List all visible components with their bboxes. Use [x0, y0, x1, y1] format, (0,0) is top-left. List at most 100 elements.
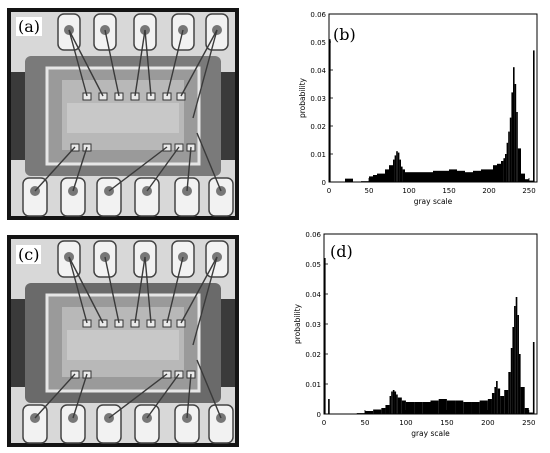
histogram-bar [417, 172, 425, 182]
histogram-bar [501, 161, 504, 182]
bond-wire [108, 146, 168, 192]
bond-wire [68, 29, 104, 97]
y-tick-label: 0.03 [310, 95, 326, 103]
histogram-bar [489, 169, 493, 182]
histogram-bar [516, 112, 518, 182]
histogram-bar [491, 393, 495, 414]
histogram-bar [514, 306, 516, 414]
y-tick-label: 0.03 [305, 321, 321, 329]
bottom-pin [96, 177, 122, 217]
y-axis-label: probability [293, 303, 302, 344]
histogram-bar [471, 402, 480, 414]
die-pad [98, 319, 108, 328]
bond-wire [134, 256, 146, 324]
bottom-pin [60, 404, 86, 444]
chip-image-c [7, 235, 239, 447]
histogram-bar [508, 372, 511, 414]
histogram-bar [397, 397, 402, 414]
x-tick-label: 200 [482, 187, 495, 195]
histogram-bar [457, 170, 465, 182]
histogram-bar [455, 400, 464, 414]
bond-wire [34, 146, 76, 192]
histogram-bar [532, 342, 535, 414]
x-tick-label: 50 [365, 187, 374, 195]
histogram-bar [369, 176, 373, 182]
histogram-bar [473, 170, 481, 182]
bond-wire [34, 373, 76, 419]
histogram-bar [381, 173, 385, 182]
histogram-d: 0 0.01 0.02 0.03 0.04 0.05 0.06 0 50 100 150 200 250… [293, 231, 538, 438]
histogram-bar [422, 402, 431, 414]
histogram-bar [517, 148, 521, 182]
histogram-bar [394, 391, 397, 414]
histogram-bar [465, 172, 473, 182]
histogram-bar [533, 50, 535, 183]
x-tick-label: 200 [481, 419, 494, 427]
histogram-bar [381, 408, 386, 414]
x-axis-label: gray scale [414, 197, 453, 206]
histogram-bar [399, 159, 401, 182]
histogram-bar [481, 169, 489, 182]
y-tick-label: 0 [317, 411, 321, 419]
histogram-bar [385, 405, 390, 414]
histogram-bar [503, 158, 505, 182]
y-tick-label: 0.05 [305, 261, 321, 269]
x-tick-label: 100 [402, 187, 415, 195]
histogram-bar [479, 400, 488, 414]
histogram-bar [425, 172, 433, 182]
histogram-bar [430, 400, 439, 414]
x-tick-label: 100 [399, 419, 412, 427]
die-pad [82, 92, 92, 101]
die-core [67, 330, 179, 360]
bond-wire [72, 373, 88, 419]
bond-wire [146, 146, 180, 192]
bond-wire [68, 256, 88, 324]
histogram-bar [389, 165, 393, 182]
histogram-bar [506, 142, 509, 182]
bond-wire [72, 146, 88, 192]
bond-wire [68, 29, 88, 97]
bottom-pin [208, 177, 234, 217]
histogram-bar [396, 394, 398, 414]
bottom-pin [134, 404, 160, 444]
bottom-pin [208, 404, 234, 444]
histogram-bar [329, 39, 331, 183]
histogram-bar [409, 172, 417, 182]
panel-label-d: (d) [328, 242, 355, 261]
lead-frame-right [221, 299, 235, 387]
die-pad [176, 319, 186, 328]
bond-wire [108, 373, 168, 419]
histogram-bar [446, 400, 456, 414]
bond-wire [186, 373, 192, 419]
histogram-bar [389, 396, 392, 414]
bond-wire [186, 146, 192, 192]
x-tick-label: 250 [522, 187, 535, 195]
histogram-bar [528, 412, 533, 414]
plot-area [328, 13, 538, 183]
bond-wire [180, 29, 218, 97]
histogram-bar [521, 173, 525, 182]
bottom-pin [22, 177, 48, 217]
panel-label-c: (c) [16, 245, 42, 264]
bond-wire [180, 256, 218, 324]
histogram-bar [373, 409, 382, 414]
x-tick-label: 150 [442, 187, 455, 195]
histogram-bar [525, 179, 529, 182]
histogram-bar [392, 390, 395, 414]
histogram-bar [393, 159, 395, 182]
histogram-bar [518, 354, 521, 414]
histogram-bar [373, 175, 377, 182]
x-tick-label: 0 [322, 419, 326, 427]
histogram-bar [364, 411, 374, 414]
panel-label-b: (b) [331, 25, 358, 44]
histogram-bar [504, 390, 509, 414]
histogram-bar [401, 166, 403, 182]
bond-wire [104, 256, 120, 324]
lead-frame-left [11, 299, 25, 387]
histogram-bar [524, 408, 529, 414]
histogram-bar [449, 169, 457, 182]
bottom-pin [134, 177, 160, 217]
y-tick-label: 0.05 [310, 39, 326, 47]
histogram-bar [496, 381, 498, 414]
